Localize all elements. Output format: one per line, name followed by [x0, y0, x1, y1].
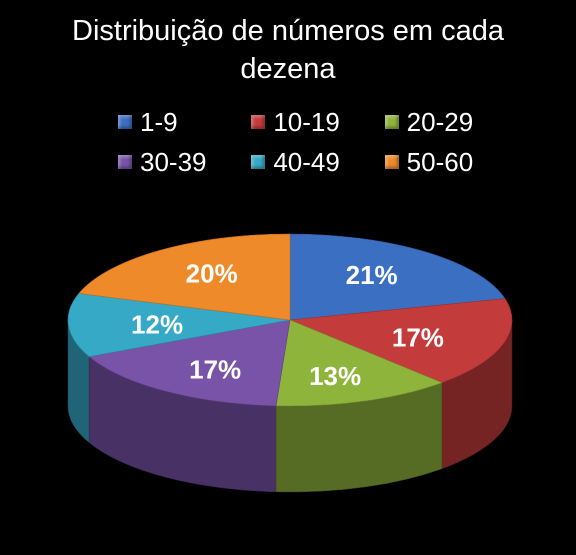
pie-slice-20-29 — [275, 319, 443, 407]
legend-label: 40-49 — [273, 146, 340, 177]
chart-title-line-2: dezena — [240, 53, 336, 85]
legend-swatch — [118, 155, 132, 169]
pie-slice-10-19 — [289, 298, 513, 384]
legend-item-10-19: 10-19 — [251, 107, 384, 138]
data-label-10-19: 17% — [392, 322, 444, 352]
legend-swatch — [118, 115, 132, 129]
legend: 1-9 10-19 20-29 30-39 40-49 50-60 — [118, 102, 518, 182]
pie-slice-1-9 — [289, 233, 506, 321]
legend-swatch — [251, 155, 266, 169]
chart-title-line-1: Distribuição de números em cada — [72, 15, 504, 47]
legend-label: 1-9 — [140, 106, 178, 137]
chart-title: Distribuição de números em cada dezena — [0, 12, 576, 88]
legend-label: 20-29 — [406, 106, 474, 137]
legend-swatch — [251, 115, 266, 129]
pie-slice-30-39 — [88, 319, 291, 407]
legend-item-20-29: 20-29 — [384, 106, 518, 138]
data-label-50-60: 20% — [186, 259, 238, 289]
pie-slice-50-60 — [78, 233, 291, 321]
legend-label: 10-19 — [273, 106, 340, 137]
legend-swatch — [384, 115, 399, 129]
data-label-40-49: 12% — [131, 310, 183, 340]
pie-slice-40-49 — [67, 293, 291, 357]
data-label-1-9: 21% — [346, 260, 398, 290]
data-label-20-29: 13% — [309, 361, 361, 391]
legend-item-1-9: 1-9 — [118, 107, 251, 138]
legend-item-30-39: 30-39 — [118, 147, 251, 178]
data-label-30-39: 17% — [189, 354, 241, 384]
legend-swatch — [384, 155, 399, 169]
legend-item-40-49: 40-49 — [251, 147, 384, 178]
legend-item-50-60: 50-60 — [384, 146, 518, 178]
legend-label: 30-39 — [140, 146, 207, 177]
legend-label: 50-60 — [406, 146, 474, 177]
